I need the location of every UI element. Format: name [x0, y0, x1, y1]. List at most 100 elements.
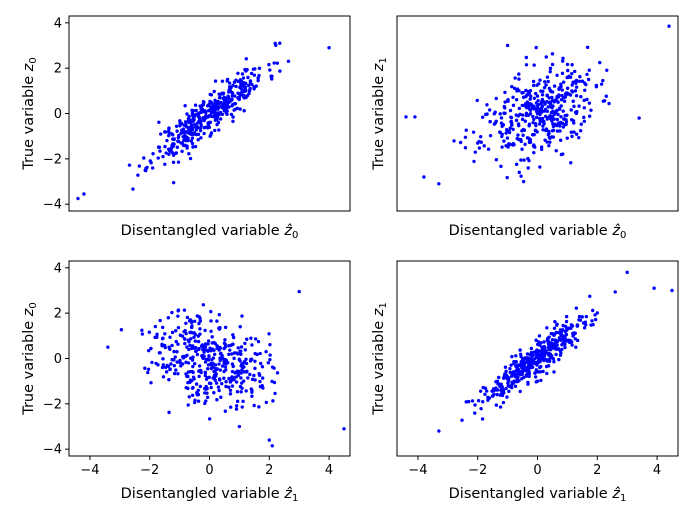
data-point	[531, 114, 535, 119]
data-point	[555, 322, 559, 326]
data-point	[517, 170, 521, 175]
data-point	[585, 97, 589, 102]
data-point	[178, 333, 183, 337]
data-point	[505, 130, 510, 134]
data-point	[239, 345, 244, 349]
data-point	[227, 90, 231, 94]
data-point	[528, 112, 533, 116]
data-point	[197, 115, 201, 119]
data-point	[194, 112, 199, 117]
data-point	[192, 377, 196, 381]
axes-frame	[396, 15, 679, 212]
data-point	[512, 380, 517, 384]
data-point	[548, 101, 553, 106]
data-point	[548, 136, 552, 140]
data-point	[143, 366, 147, 370]
data-point	[185, 374, 189, 378]
data-point	[207, 103, 211, 108]
data-point	[136, 173, 140, 177]
data-point	[170, 343, 174, 348]
data-point	[166, 316, 171, 320]
x-tick: 4	[325, 456, 333, 478]
data-point	[241, 76, 246, 80]
data-point	[501, 123, 506, 127]
data-point	[182, 308, 187, 312]
data-point	[257, 405, 261, 409]
data-point	[578, 75, 582, 79]
data-point	[204, 125, 208, 129]
data-point	[190, 136, 195, 140]
x-tick-label: 4	[325, 463, 333, 478]
data-point	[519, 360, 523, 364]
data-point	[251, 67, 256, 72]
data-point	[228, 392, 233, 396]
data-point	[524, 111, 529, 116]
data-point	[539, 107, 543, 112]
data-point	[550, 129, 555, 133]
data-point	[194, 108, 198, 113]
data-point	[176, 160, 181, 164]
data-point	[558, 120, 563, 125]
data-point	[225, 105, 229, 109]
data-point	[577, 104, 581, 108]
data-point	[218, 110, 223, 115]
data-point	[490, 389, 494, 393]
data-point	[529, 357, 533, 361]
data-point	[580, 315, 584, 319]
data-point	[546, 341, 551, 345]
data-point	[224, 368, 228, 372]
data-point	[174, 339, 178, 344]
data-point	[584, 323, 588, 327]
data-point	[541, 347, 546, 351]
data-point	[171, 180, 176, 185]
data-point	[174, 329, 178, 333]
data-point	[242, 89, 246, 94]
data-point	[167, 133, 171, 138]
data-point	[550, 98, 555, 103]
data-point	[196, 138, 200, 142]
data-point	[183, 341, 187, 346]
data-point	[549, 110, 554, 115]
x-tick-label: 2	[593, 463, 601, 478]
data-point	[229, 98, 234, 102]
data-point	[595, 311, 600, 315]
data-point	[593, 313, 597, 317]
data-point	[570, 343, 574, 347]
y-axis-label: True variable z1	[371, 302, 389, 416]
data-point	[586, 77, 591, 82]
data-point	[550, 62, 555, 67]
data-point	[237, 369, 241, 374]
data-point	[537, 122, 542, 126]
data-point	[210, 335, 214, 339]
data-point	[530, 365, 535, 369]
data-point	[226, 96, 230, 100]
data-point	[577, 314, 582, 319]
data-point	[530, 354, 534, 358]
data-point	[574, 132, 579, 136]
data-point	[511, 143, 515, 147]
data-point	[550, 90, 555, 94]
data-point	[246, 376, 250, 380]
data-point	[437, 429, 441, 433]
data-point	[560, 71, 565, 76]
data-point	[183, 143, 187, 148]
data-point	[516, 122, 521, 126]
data-point	[226, 360, 230, 365]
data-point	[186, 361, 191, 365]
data-point	[155, 332, 159, 337]
data-point	[228, 348, 232, 352]
data-point	[587, 68, 591, 72]
data-point	[506, 377, 510, 381]
data-point	[577, 79, 582, 83]
data-point	[208, 134, 212, 138]
data-point	[150, 166, 155, 170]
data-point	[564, 332, 569, 337]
data-point	[201, 103, 205, 107]
data-point	[209, 309, 213, 314]
data-point	[143, 168, 147, 173]
data-point	[542, 85, 547, 90]
data-point	[168, 335, 172, 339]
data-point	[252, 373, 256, 378]
data-point	[189, 356, 193, 360]
data-point	[545, 326, 549, 330]
